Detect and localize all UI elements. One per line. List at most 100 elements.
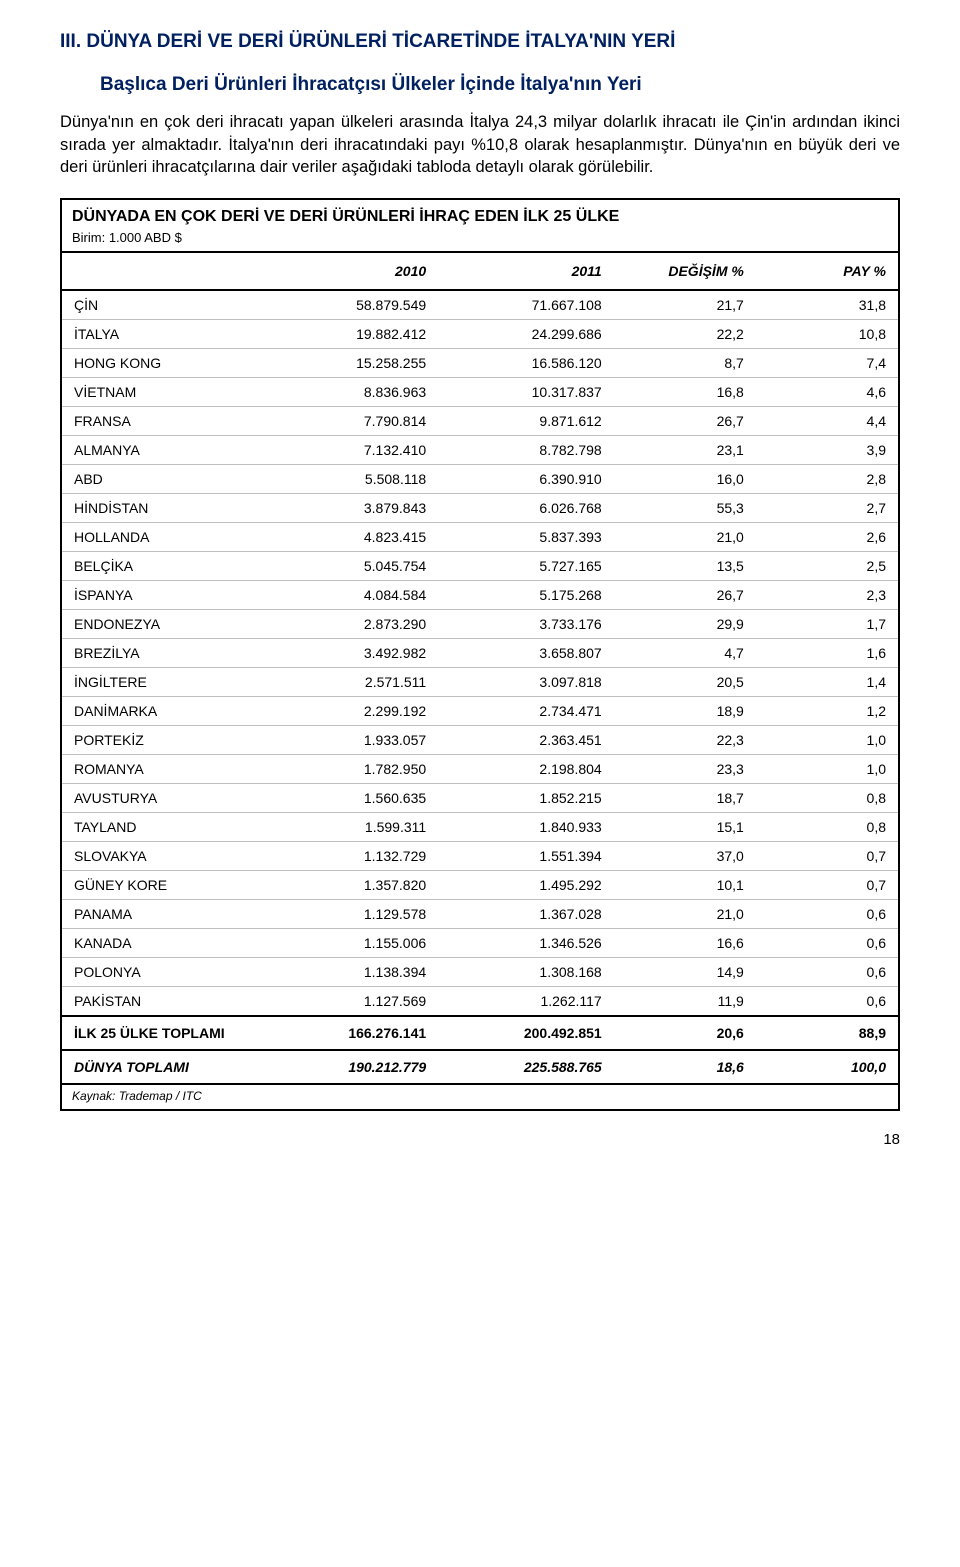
- table-cell: 37,0: [614, 842, 756, 871]
- table-cell: 2.571.511: [263, 668, 439, 697]
- table-cell: 14,9: [614, 958, 756, 987]
- table-row: İTALYA19.882.41224.299.68622,210,8: [62, 320, 898, 349]
- table-cell: 29,9: [614, 610, 756, 639]
- table-cell: 10,8: [756, 320, 898, 349]
- table-cell: ENDONEZYA: [62, 610, 263, 639]
- table-cell: 16,6: [614, 929, 756, 958]
- table-row: ÇİN58.879.54971.667.10821,731,8: [62, 290, 898, 320]
- table-cell: 0,6: [756, 987, 898, 1017]
- table-cell: 13,5: [614, 552, 756, 581]
- table-cell: 4,7: [614, 639, 756, 668]
- table-cell: 23,3: [614, 755, 756, 784]
- page-number: 18: [60, 1131, 900, 1148]
- table-cell: 3.733.176: [438, 610, 614, 639]
- table-cell: 1.262.117: [438, 987, 614, 1017]
- table-row: PAKİSTAN1.127.5691.262.11711,90,6: [62, 987, 898, 1017]
- table-row: ABD5.508.1186.390.91016,02,8: [62, 465, 898, 494]
- table-cell: 1.495.292: [438, 871, 614, 900]
- table-cell: 1,7: [756, 610, 898, 639]
- table-row: BREZİLYA3.492.9823.658.8074,71,6: [62, 639, 898, 668]
- table-cell: 18,6: [614, 1050, 756, 1083]
- table-row: TAYLAND1.599.3111.840.93315,10,8: [62, 813, 898, 842]
- table-cell: 19.882.412: [263, 320, 439, 349]
- table-cell: 8,7: [614, 349, 756, 378]
- table-cell: VİETNAM: [62, 378, 263, 407]
- table-cell: 0,7: [756, 871, 898, 900]
- table-cell: 21,0: [614, 523, 756, 552]
- table-cell: 5.175.268: [438, 581, 614, 610]
- table-cell: 16,8: [614, 378, 756, 407]
- table-cell: 22,3: [614, 726, 756, 755]
- table-cell: 58.879.549: [263, 290, 439, 320]
- table-cell: 8.836.963: [263, 378, 439, 407]
- col-country: [62, 252, 263, 290]
- table-total-row: İLK 25 ÜLKE TOPLAMI166.276.141200.492.85…: [62, 1016, 898, 1050]
- table-cell: 1.346.526: [438, 929, 614, 958]
- table-cell: 0,6: [756, 929, 898, 958]
- table-cell: 5.837.393: [438, 523, 614, 552]
- table-header-row: 2010 2011 DEĞİŞİM % PAY %: [62, 252, 898, 290]
- table-cell: 55,3: [614, 494, 756, 523]
- table-cell: 7.132.410: [263, 436, 439, 465]
- table-cell: İLK 25 ÜLKE TOPLAMI: [62, 1016, 263, 1050]
- table-cell: 1.599.311: [263, 813, 439, 842]
- table-cell: 2.198.804: [438, 755, 614, 784]
- section-heading: III. DÜNYA DERİ VE DERİ ÜRÜNLERİ TİCARET…: [60, 30, 900, 55]
- table-cell: ALMANYA: [62, 436, 263, 465]
- table-cell: İNGİLTERE: [62, 668, 263, 697]
- table-cell: 1.852.215: [438, 784, 614, 813]
- table-cell: 1.129.578: [263, 900, 439, 929]
- table-cell: 88,9: [756, 1016, 898, 1050]
- table-cell: 71.667.108: [438, 290, 614, 320]
- table-cell: 16,0: [614, 465, 756, 494]
- table-cell: 2.363.451: [438, 726, 614, 755]
- table-cell: 4.823.415: [263, 523, 439, 552]
- table-cell: POLONYA: [62, 958, 263, 987]
- table-cell: 2,7: [756, 494, 898, 523]
- table-cell: 100,0: [756, 1050, 898, 1083]
- table-row: HİNDİSTAN3.879.8436.026.76855,32,7: [62, 494, 898, 523]
- table-cell: 7.790.814: [263, 407, 439, 436]
- table-cell: 2,3: [756, 581, 898, 610]
- table-cell: 1,6: [756, 639, 898, 668]
- table-cell: 11,9: [614, 987, 756, 1017]
- table-cell: GÜNEY KORE: [62, 871, 263, 900]
- table-cell: 1.132.729: [263, 842, 439, 871]
- table-cell: 5.045.754: [263, 552, 439, 581]
- table-cell: 1.127.569: [263, 987, 439, 1017]
- table-cell: 1,0: [756, 755, 898, 784]
- table-cell: ABD: [62, 465, 263, 494]
- table-cell: PORTEKİZ: [62, 726, 263, 755]
- export-table-container: DÜNYADA EN ÇOK DERİ VE DERİ ÜRÜNLERİ İHR…: [60, 198, 900, 1111]
- table-cell: 3.658.807: [438, 639, 614, 668]
- col-change: DEĞİŞİM %: [614, 252, 756, 290]
- table-source: Kaynak: Trademap / ITC: [62, 1083, 898, 1109]
- table-row: SLOVAKYA1.132.7291.551.39437,00,7: [62, 842, 898, 871]
- table-grand-row: DÜNYA TOPLAMI190.212.779225.588.76518,61…: [62, 1050, 898, 1083]
- table-cell: DANİMARKA: [62, 697, 263, 726]
- col-2010: 2010: [263, 252, 439, 290]
- table-row: BELÇİKA5.045.7545.727.16513,52,5: [62, 552, 898, 581]
- export-table: 2010 2011 DEĞİŞİM % PAY % ÇİN58.879.5497…: [62, 251, 898, 1083]
- table-cell: 4.084.584: [263, 581, 439, 610]
- table-cell: 20,5: [614, 668, 756, 697]
- table-row: PANAMA1.129.5781.367.02821,00,6: [62, 900, 898, 929]
- table-row: AVUSTURYA1.560.6351.852.21518,70,8: [62, 784, 898, 813]
- table-cell: 6.026.768: [438, 494, 614, 523]
- table-row: VİETNAM8.836.96310.317.83716,84,6: [62, 378, 898, 407]
- table-row: İNGİLTERE2.571.5113.097.81820,51,4: [62, 668, 898, 697]
- table-cell: FRANSA: [62, 407, 263, 436]
- table-cell: 2.873.290: [263, 610, 439, 639]
- table-cell: 9.871.612: [438, 407, 614, 436]
- table-cell: 4,6: [756, 378, 898, 407]
- table-cell: 20,6: [614, 1016, 756, 1050]
- table-cell: AVUSTURYA: [62, 784, 263, 813]
- table-cell: PAKİSTAN: [62, 987, 263, 1017]
- table-cell: 1,4: [756, 668, 898, 697]
- table-cell: 1.138.394: [263, 958, 439, 987]
- table-cell: 8.782.798: [438, 436, 614, 465]
- table-cell: İSPANYA: [62, 581, 263, 610]
- table-cell: 15.258.255: [263, 349, 439, 378]
- table-cell: DÜNYA TOPLAMI: [62, 1050, 263, 1083]
- table-row: POLONYA1.138.3941.308.16814,90,6: [62, 958, 898, 987]
